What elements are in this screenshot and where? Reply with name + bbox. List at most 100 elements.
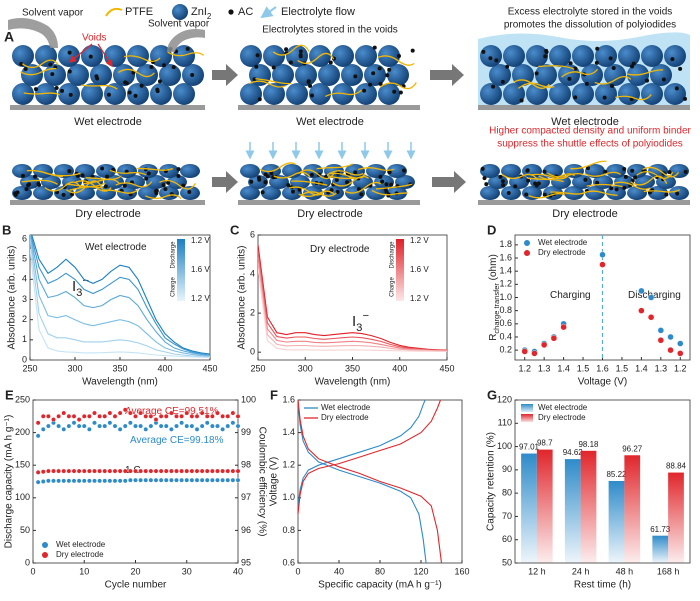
data-point [163, 477, 169, 483]
zni2-particle [138, 164, 158, 178]
data-point [235, 468, 241, 474]
data-point [204, 468, 210, 474]
x-axis-title: Wavelength (nm) [315, 377, 391, 388]
data-point [184, 468, 190, 474]
x-tick-label: 300 [67, 363, 82, 373]
y-tick-label: 1 [22, 334, 27, 344]
legend-swatch [524, 250, 530, 256]
ac-particle [378, 174, 383, 179]
zni2-particle [67, 64, 89, 86]
data-point [61, 410, 67, 416]
ac-particle [344, 180, 349, 185]
data-point [158, 413, 164, 419]
y2-tick-label: 96 [241, 525, 251, 535]
data-point [599, 251, 606, 258]
bar [536, 449, 553, 563]
legend-swatch [524, 240, 530, 246]
annotation: I3− [72, 275, 89, 299]
panel-letter: F [270, 387, 278, 402]
data-point [45, 468, 51, 474]
y-tick-label: 250 [15, 394, 30, 404]
annotation: 1 C [125, 465, 141, 476]
ac-particle [133, 93, 138, 98]
bar-value-label: 94.62 [563, 448, 584, 457]
colorbar-top: Discharge [390, 241, 396, 269]
ac-particle [482, 176, 487, 181]
ptfe-binder [512, 79, 550, 89]
data-line [258, 250, 447, 352]
zni2-particle [595, 83, 617, 105]
data-point [117, 468, 123, 474]
bar-value-label: 98.18 [578, 440, 599, 449]
zni2-particle [104, 45, 126, 67]
legend-label: Wet electrode [56, 540, 106, 549]
data-line [298, 400, 442, 515]
data-point [143, 468, 149, 474]
x-tick-label: 1.3 [655, 363, 668, 373]
legend-label: Dry electrode [538, 248, 586, 257]
ac-particle [48, 62, 53, 67]
y-axis-title-part: charge transfer [492, 283, 501, 334]
data-point [107, 468, 113, 474]
data-point [235, 477, 241, 483]
colorbar [177, 239, 185, 301]
data-point [66, 478, 72, 484]
ac-particle [67, 50, 72, 55]
legend-zni-sub: 2 [207, 12, 212, 21]
ac-particle [290, 189, 295, 194]
y-tick-label: 200 [15, 427, 30, 437]
data-point [51, 468, 56, 474]
y-tick-label: 1.0 [499, 292, 512, 302]
zni2-particle [240, 45, 262, 67]
zni2-particle [90, 64, 112, 86]
zni2-particle [480, 186, 500, 200]
data-point [35, 420, 41, 426]
ac-particle [163, 187, 168, 192]
data-point [117, 410, 123, 416]
ptfe-binder [586, 183, 623, 188]
ac-particle [157, 79, 162, 84]
ac-particle [171, 65, 176, 70]
colorbar-label: 1.6 V [410, 265, 429, 274]
ac-particle [356, 187, 361, 192]
ptfe-binder [615, 94, 652, 101]
ptfe-binder [527, 177, 564, 183]
stored-label: Electrolytes stored in the voids [262, 25, 398, 36]
annotation-part: − [82, 275, 89, 287]
data-point [71, 478, 77, 484]
data-point [92, 410, 97, 416]
ac-particle [614, 187, 619, 192]
colorbar-label: 1.2 V [410, 294, 429, 303]
y-axis-title-part: (ohm) [488, 254, 499, 283]
zni2-particle [503, 83, 525, 105]
zni2-particle [240, 186, 260, 200]
data-point [163, 423, 169, 429]
ac-particle [534, 71, 539, 76]
ptfe-binder [81, 84, 118, 90]
ptfe-binder [531, 173, 569, 180]
ptfe-binder [375, 183, 413, 190]
x-axis-title: Wavelength (nm) [82, 377, 158, 388]
legend-label: Dry electrode [538, 413, 586, 422]
ac-particle [500, 79, 505, 84]
ac-particle [60, 88, 65, 93]
data-point [107, 420, 113, 426]
y-tick-label: 150 [15, 460, 30, 470]
plot-frame [257, 234, 448, 361]
data-point [168, 468, 174, 474]
zni2-particle [159, 64, 181, 86]
ac-particle [187, 190, 192, 195]
y2-tick-label: 100 [241, 394, 256, 404]
data-point [76, 468, 82, 474]
data-point [199, 477, 205, 483]
data-point [168, 426, 174, 432]
ac-particle [594, 60, 599, 65]
ac-particle [494, 58, 499, 63]
zni2-particle [618, 83, 640, 105]
panel-letter: D [487, 222, 496, 237]
zni2-particle [332, 45, 354, 67]
caption: Dry electrode [75, 208, 140, 220]
x-tick-label: 400 [392, 363, 407, 373]
ptfe-binder [291, 180, 328, 186]
zni2-particle [364, 64, 386, 86]
